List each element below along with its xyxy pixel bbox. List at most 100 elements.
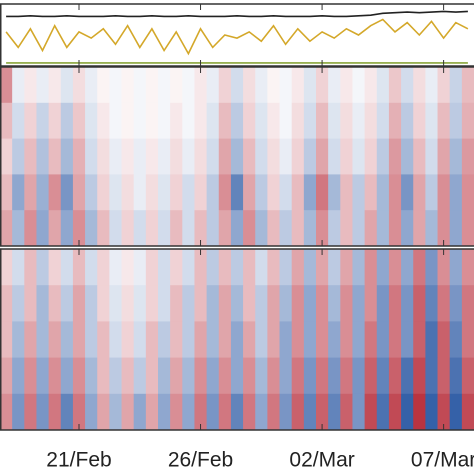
heatmap-cell	[182, 321, 195, 358]
heatmap-cell	[352, 249, 366, 286]
heatmap-cell	[461, 321, 474, 358]
heatmap-cell	[0, 393, 13, 431]
heatmap-cell	[328, 285, 341, 322]
heatmap-cell	[328, 174, 341, 211]
heatmap-cell	[291, 174, 305, 211]
heatmap-cell	[413, 249, 426, 286]
heatmap-cell	[413, 210, 426, 247]
heatmap-cell	[279, 102, 293, 139]
heatmap-cell	[291, 321, 305, 358]
heatmap-cell	[243, 321, 256, 358]
heatmap-cell	[60, 285, 74, 322]
heatmap-cell	[121, 321, 135, 358]
heatmap-cell	[437, 138, 451, 175]
heatmap-cell	[0, 285, 13, 322]
heatmap-cell	[48, 210, 62, 247]
heatmap-cell	[12, 138, 25, 175]
heatmap-cell	[328, 138, 341, 175]
heatmap-cell	[194, 210, 208, 247]
heatmap-cell	[449, 174, 463, 211]
heatmap-cell	[133, 321, 147, 358]
heatmap-cell	[133, 357, 147, 395]
heatmap-cell	[328, 357, 341, 395]
heatmap-cell	[121, 285, 135, 322]
heatmap-cell	[72, 321, 86, 358]
heatmap-cell	[60, 249, 74, 286]
heatmap-cell	[243, 67, 256, 104]
heatmap-cell	[255, 321, 268, 358]
heatmap-cell	[425, 249, 438, 286]
heatmap-cell	[170, 285, 183, 322]
heatmap-cell	[303, 285, 317, 322]
heatmap-cell	[24, 210, 37, 247]
heatmap-cell	[388, 102, 402, 139]
heatmap-cell	[121, 210, 135, 247]
heatmap-cell	[24, 249, 37, 286]
heatmap-cell	[170, 174, 183, 211]
heatmap-cell	[255, 102, 268, 139]
heatmap-cell	[352, 393, 366, 431]
heatmap-cell	[170, 210, 183, 247]
heatmap-cell	[36, 249, 50, 286]
heatmap-cell	[133, 249, 147, 286]
heatmap-cell	[85, 285, 98, 322]
heatmap-cell	[352, 138, 366, 175]
heatmap-cell	[243, 174, 256, 211]
heatmap-cell	[145, 357, 159, 395]
heatmap-cell	[364, 321, 378, 358]
heatmap-cell	[24, 393, 37, 431]
heatmap-cell	[364, 285, 378, 322]
heatmap-cell	[24, 174, 37, 211]
heatmap-cell	[364, 174, 378, 211]
heatmap-cell	[12, 249, 25, 286]
heatmap-cell	[121, 138, 135, 175]
heatmap-cell	[158, 357, 171, 395]
heatmap-cell	[36, 102, 50, 139]
heatmap-cell	[206, 174, 220, 211]
heatmap-cell	[0, 357, 13, 395]
heatmap-cell	[218, 393, 232, 431]
heatmap-cell	[303, 174, 317, 211]
heatmap-cell	[279, 138, 293, 175]
heatmap-cell	[133, 174, 147, 211]
heatmap-cell	[328, 249, 341, 286]
heatmap-cell	[145, 174, 159, 211]
heatmap-cell	[170, 138, 183, 175]
x-tick-label: 07/Mar	[411, 449, 474, 472]
heatmap-cell	[109, 67, 122, 104]
heatmap-cell	[72, 138, 86, 175]
x-tick-label: 02/Mar	[289, 449, 354, 472]
heatmap-cell	[340, 174, 353, 211]
heatmap-cell	[97, 174, 110, 211]
heatmap-cell	[121, 67, 135, 104]
heatmap-cell	[109, 102, 122, 139]
heatmap-cell	[449, 210, 463, 247]
heatmap-cell	[133, 102, 147, 139]
heatmap-cell	[12, 210, 25, 247]
heatmap-cell	[230, 357, 244, 395]
heatmap-cell	[267, 285, 280, 322]
heatmap-cell	[158, 393, 171, 431]
heatmap-cell	[303, 102, 317, 139]
heatmap-cell	[461, 393, 474, 431]
heatmap-cell	[364, 357, 378, 395]
heatmap-cell	[279, 321, 293, 358]
heatmap-cell	[255, 357, 268, 395]
heatmap-cell	[449, 102, 463, 139]
heatmap-cell	[291, 249, 305, 286]
heatmap-cell	[109, 285, 122, 322]
heatmap-cell	[388, 357, 402, 395]
heatmap-cell	[425, 285, 438, 322]
x-tick-label: 26/Feb	[168, 449, 233, 472]
heatmap-cell	[12, 285, 25, 322]
heatmap-cell	[255, 249, 268, 286]
heatmap-cell	[461, 210, 474, 247]
heatmap-cell	[437, 249, 451, 286]
heatmap-cell	[109, 393, 122, 431]
panel-frame	[0, 3, 474, 67]
heatmap-cell	[60, 138, 74, 175]
heatmap-cell	[461, 102, 474, 139]
heatmap-cell	[85, 138, 98, 175]
x-tick-label: 21/Feb	[46, 449, 111, 472]
heatmap-cell	[255, 393, 268, 431]
